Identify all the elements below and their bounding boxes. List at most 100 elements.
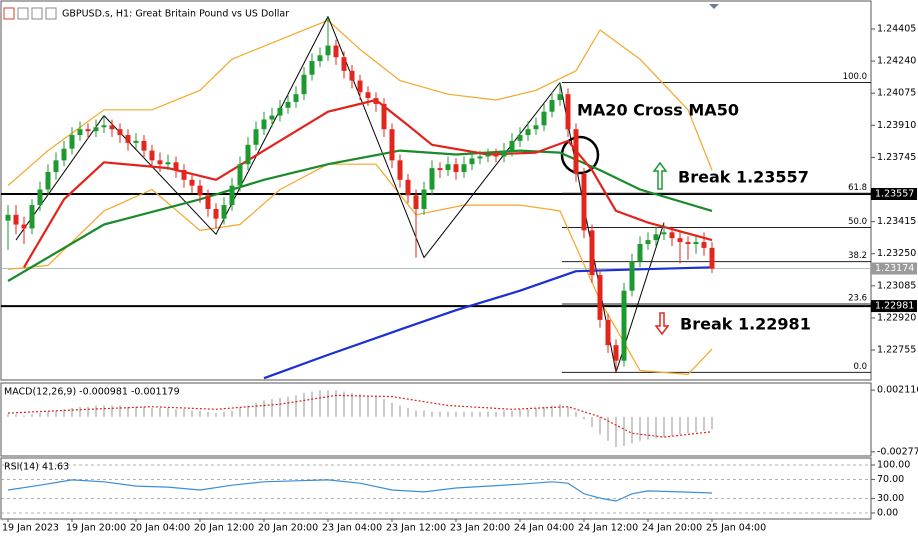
- macd-bar: [271, 399, 273, 417]
- macd-bar: [103, 405, 105, 417]
- x-tick-label: 24 Jan 12:00: [578, 523, 638, 534]
- macd-bar: [551, 405, 553, 417]
- candle-body: [365, 92, 371, 99]
- x-tick-label: 23 Jan 04:00: [322, 523, 382, 534]
- macd-bar: [207, 411, 209, 417]
- fib-label: 100.0: [843, 72, 867, 82]
- y-tick-label: 1.24240: [877, 56, 916, 67]
- candle-body: [37, 189, 43, 206]
- macd-bar: [183, 409, 185, 417]
- macd-bar: [199, 410, 201, 417]
- x-tick-label: 19 Jan 2023: [2, 523, 59, 534]
- macd-bar: [63, 409, 65, 417]
- last-price-tag: [871, 262, 917, 275]
- candle-body: [573, 129, 579, 174]
- macd-bar: [95, 405, 97, 417]
- candle-body: [77, 129, 83, 136]
- candle-body: [653, 234, 659, 241]
- x-tick-label: 20 Jan 20:00: [258, 523, 318, 534]
- macd-bar: [151, 408, 153, 417]
- series-line: [7, 19, 713, 187]
- icon: [31, 7, 43, 20]
- x-tick-label: 24 Jan 04:00: [514, 523, 574, 534]
- macd-bar: [55, 410, 57, 417]
- candle-body: [429, 168, 435, 190]
- candle-body: [45, 172, 51, 190]
- macd-bar: [7, 414, 9, 417]
- candle-body: [93, 127, 99, 132]
- macd-bar: [215, 413, 217, 417]
- candle-body: [493, 154, 499, 157]
- candle-body: [61, 148, 67, 161]
- y-tick-label: 1.23745: [877, 152, 916, 163]
- y-tick-label: 1.22755: [877, 345, 916, 356]
- macd-bar: [191, 410, 193, 417]
- macd-bar: [279, 397, 281, 417]
- candle-body: [461, 164, 467, 173]
- candle-body: [149, 150, 155, 161]
- y-tick-label: -0.002770: [877, 446, 918, 457]
- macd-bar: [607, 416, 609, 441]
- candle-body: [29, 205, 35, 229]
- macd-frame: [0, 382, 872, 457]
- macd-bar: [711, 416, 713, 430]
- macd-bar: [383, 399, 385, 417]
- rsi-frame: [0, 457, 872, 520]
- price-tag: [871, 300, 917, 313]
- macd-bar: [623, 416, 625, 446]
- candle-body: [645, 240, 651, 245]
- candle-body: [293, 94, 299, 102]
- candle-body: [109, 125, 115, 130]
- panel-title: MACD(12,26,9) -0.000981 -0.001179: [4, 387, 180, 398]
- series-line: [23, 98, 713, 268]
- annotation: Break 1.22981: [680, 315, 811, 334]
- macd-bar: [463, 411, 465, 417]
- macd-bar: [423, 410, 425, 417]
- y-tick-label: 1.23415: [877, 216, 916, 227]
- candle-body: [21, 224, 27, 229]
- macd-bar: [671, 416, 673, 436]
- candle-body: [565, 94, 571, 130]
- price-tag-label: 1.23557: [875, 189, 914, 200]
- macd-bar: [415, 410, 417, 417]
- macd-bar: [303, 392, 305, 417]
- macd-bar: [167, 408, 169, 417]
- candle-body: [341, 57, 347, 71]
- macd-bar: [527, 409, 529, 417]
- y-tick-label: 1.23910: [877, 120, 916, 131]
- candle-body: [181, 170, 187, 180]
- candle-body: [661, 232, 667, 235]
- macd-bar: [575, 411, 577, 417]
- candle-body: [477, 156, 483, 159]
- candle-body: [133, 140, 139, 143]
- macd-bar: [407, 408, 409, 417]
- macd-bar: [223, 411, 225, 417]
- candle-body: [213, 208, 219, 219]
- candle-body: [13, 214, 19, 225]
- macd-bar: [143, 406, 145, 417]
- candle-body: [301, 74, 307, 95]
- macd-bar: [239, 408, 241, 417]
- candle-body: [141, 140, 147, 151]
- candle-body: [205, 195, 211, 209]
- candle-body: [237, 164, 243, 186]
- macd-bar: [647, 416, 649, 440]
- cross-circle: [560, 135, 600, 175]
- candle-body: [53, 160, 59, 173]
- y-tick-label: 30.00: [877, 493, 904, 504]
- macd-bar: [687, 416, 689, 434]
- macd-bar: [703, 416, 705, 431]
- macd-bar: [119, 405, 121, 417]
- y-tick-label: 1.23250: [877, 248, 916, 259]
- y-tick-label: 1.23085: [877, 280, 916, 291]
- candle-body: [637, 244, 643, 262]
- candle-body: [5, 214, 11, 221]
- down-arrow: [654, 312, 670, 336]
- candle-body: [333, 45, 339, 58]
- macd-bar: [503, 410, 505, 417]
- macd-bar: [111, 405, 113, 417]
- macd-bar: [639, 416, 641, 441]
- candle-body: [165, 162, 171, 165]
- macd-bar: [71, 408, 73, 417]
- fib-label: 0.0: [853, 362, 867, 372]
